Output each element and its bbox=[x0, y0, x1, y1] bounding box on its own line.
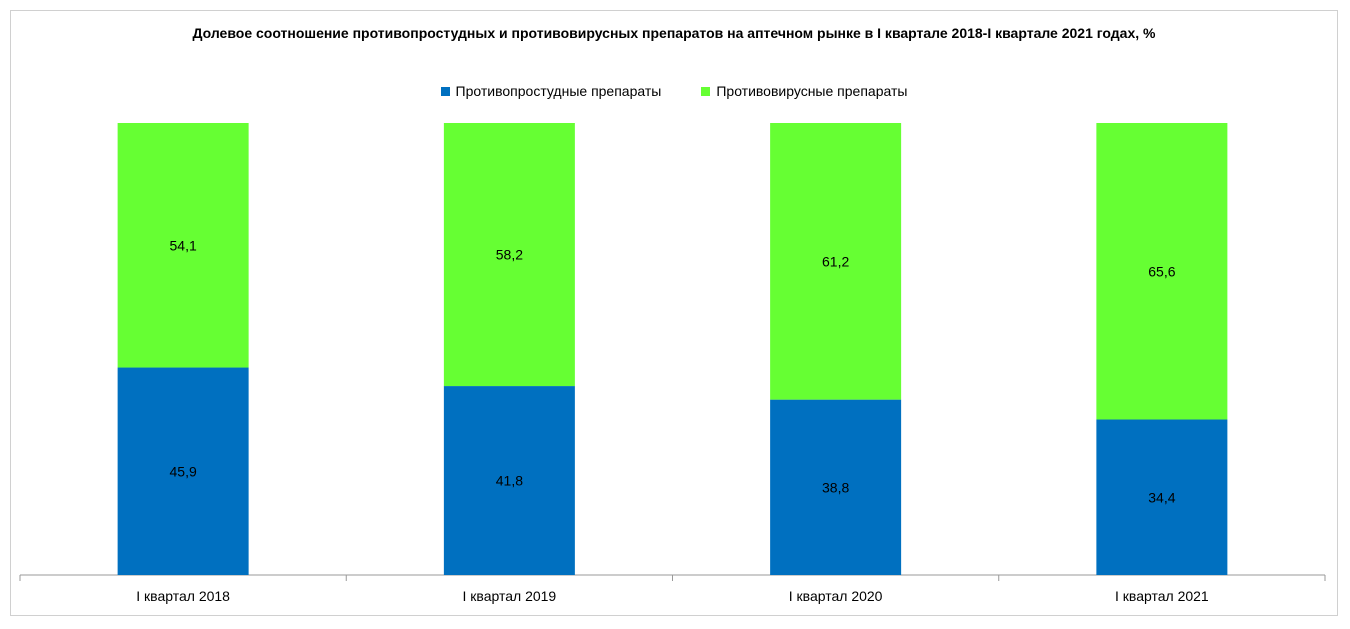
chart-legend: Противопростудные препараты Противовирус… bbox=[11, 83, 1337, 99]
legend-item-antiviral: Противовирусные препараты bbox=[701, 83, 907, 99]
bar-cold bbox=[443, 386, 575, 575]
legend-label-cold: Противопростудные препараты bbox=[455, 83, 662, 99]
chart-title: Долевое соотношение противопростудных и … bbox=[192, 25, 1156, 41]
bar-antiviral bbox=[1096, 123, 1228, 420]
data-label-antiviral: 54,1 bbox=[170, 237, 197, 253]
bar-antiviral bbox=[117, 123, 249, 368]
data-label-antiviral: 61,2 bbox=[822, 253, 849, 269]
legend-item-cold: Противопростудные препараты bbox=[440, 83, 662, 99]
legend-swatch-cold bbox=[440, 86, 450, 96]
x-tick-label: I квартал 2019 bbox=[463, 588, 557, 604]
bar-cold bbox=[117, 367, 249, 575]
data-label-cold: 41,8 bbox=[496, 473, 523, 489]
bar-cold bbox=[1096, 419, 1228, 575]
data-label-cold: 38,8 bbox=[822, 479, 849, 495]
x-tick-label: I квартал 2020 bbox=[789, 588, 883, 604]
x-tick-label: I квартал 2018 bbox=[136, 588, 230, 604]
bar-antiviral bbox=[770, 123, 902, 400]
data-label-cold: 34,4 bbox=[1148, 489, 1175, 505]
data-label-cold: 45,9 bbox=[170, 463, 197, 479]
legend-label-antiviral: Противовирусные препараты bbox=[716, 83, 908, 99]
legend-swatch-antiviral bbox=[701, 86, 711, 96]
data-label-antiviral: 58,2 bbox=[496, 247, 523, 263]
bar-cold bbox=[770, 399, 902, 575]
x-tick-label: I квартал 2021 bbox=[1115, 588, 1209, 604]
data-label-antiviral: 65,6 bbox=[1148, 263, 1175, 279]
bar-antiviral bbox=[443, 123, 575, 387]
